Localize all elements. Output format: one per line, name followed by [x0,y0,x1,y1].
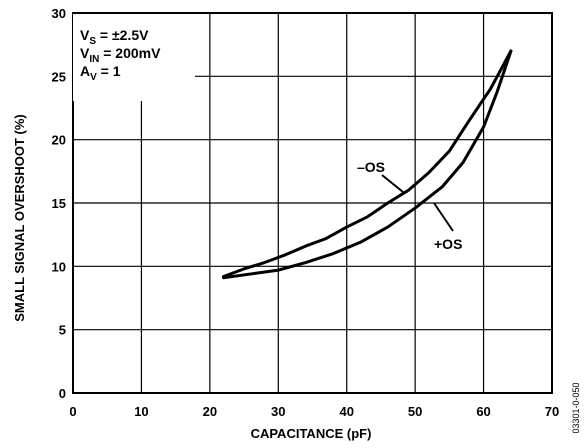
y-axis-title: SMALL SIGNAL OVERSHOOT (%) [12,114,27,322]
plot-frame [72,12,553,394]
y-tick-label-5: 5 [59,323,66,338]
minus-os-series-label: –OS [357,159,385,175]
condition-vs-subscript: S [89,36,96,47]
plus-os-series-label: +OS [434,236,462,252]
condition-vin-label: V [80,45,90,61]
condition-vin-subscript: IN [89,54,99,65]
x-tick-label-30: 30 [271,404,285,419]
condition-vin-value: = 200mV [99,45,161,61]
condition-av-label: A [80,63,90,79]
series-layer [222,49,513,280]
x-tick-label-0: 0 [69,404,76,419]
conditions-box [73,14,195,101]
plus-os-callout-line [433,202,454,232]
ticks-layer: 0 10 20 30 40 50 60 70 0 5 10 15 20 25 30 [52,6,560,419]
plot-border [72,12,553,394]
x-tick-label-10: 10 [134,404,148,419]
x-axis-title: CAPACITANCE (pF) [251,426,372,441]
figure-id-text: 03301-0-050 [571,382,581,433]
x-tick-label-70: 70 [545,404,559,419]
y-tick-label-20: 20 [52,133,66,148]
condition-vs-text: VS = ±2.5V [80,27,149,47]
condition-av-subscript: V [90,72,97,83]
x-tick-label-20: 20 [203,404,217,419]
condition-vs-value: = ±2.5V [96,27,149,43]
y-tick-label-15: 15 [52,196,66,211]
minus-os-callout-line [381,174,404,193]
x-tick-label-60: 60 [476,404,490,419]
y-tick-label-0: 0 [59,386,66,401]
condition-vs-label: V [80,27,90,43]
plus-os-series-line [222,49,513,280]
y-tick-label-10: 10 [52,259,66,274]
x-tick-label-50: 50 [408,404,422,419]
condition-vin-text: VIN = 200mV [80,45,161,65]
y-tick-label-25: 25 [52,69,66,84]
condition-av-value: = 1 [97,63,121,79]
y-tick-label-30: 30 [52,6,66,21]
minus-os-series-line [222,49,513,278]
x-tick-label-40: 40 [339,404,353,419]
condition-av-text: AV = 1 [80,63,121,83]
